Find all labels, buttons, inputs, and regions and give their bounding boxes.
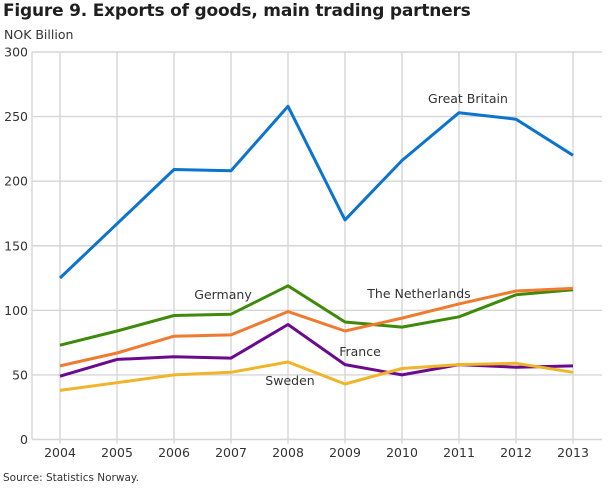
- source-note: Source: Statistics Norway.: [3, 472, 139, 484]
- y-tick-label: 100: [4, 303, 28, 318]
- y-axis-unit-label: NOK Billion: [4, 27, 74, 42]
- series-line-germany: [59, 284, 574, 347]
- y-tick-label: 300: [4, 45, 28, 60]
- x-tick-label: 2010: [386, 445, 418, 460]
- y-axis-ticks: 0 50 100 150 200 250 300: [4, 45, 28, 448]
- x-tick-label: 2004: [44, 445, 76, 460]
- x-tick-label: 2007: [215, 445, 247, 460]
- series-label: France: [339, 344, 381, 359]
- x-tick-label: 2013: [557, 445, 589, 460]
- x-tick-label: 2012: [500, 445, 532, 460]
- y-tick-label: 50: [12, 367, 28, 382]
- series-label: The Netherlands: [366, 286, 470, 301]
- chart-title: Figure 9. Exports of goods, main trading…: [3, 1, 471, 21]
- series-label: Germany: [194, 287, 252, 302]
- series-lines: [58, 104, 574, 392]
- x-tick-label: 2006: [158, 445, 190, 460]
- x-axis-ticks: 2004 2005 2006 2007 2008 2009 2010 2011 2012 2013: [44, 445, 589, 460]
- y-tick-label: 200: [4, 174, 28, 189]
- series-label: Sweden: [265, 373, 314, 388]
- grid-lines: [31, 51, 602, 444]
- x-tick-label: 2005: [101, 445, 133, 460]
- y-tick-label: 0: [20, 432, 28, 447]
- y-tick-label: 250: [4, 109, 28, 124]
- series-line-great-britain: [58, 104, 574, 280]
- x-tick-label: 2011: [443, 445, 475, 460]
- y-tick-label: 150: [4, 238, 28, 253]
- x-tick-label: 2009: [329, 445, 361, 460]
- x-tick-label: 2008: [272, 445, 304, 460]
- series-label: Great Britain: [428, 91, 508, 106]
- series-line-sweden: [59, 360, 574, 392]
- series-labels: Great Britain Germany The Netherlands Franc…: [194, 91, 508, 388]
- series-line-the-netherlands: [59, 286, 574, 368]
- series-line-france: [59, 323, 574, 378]
